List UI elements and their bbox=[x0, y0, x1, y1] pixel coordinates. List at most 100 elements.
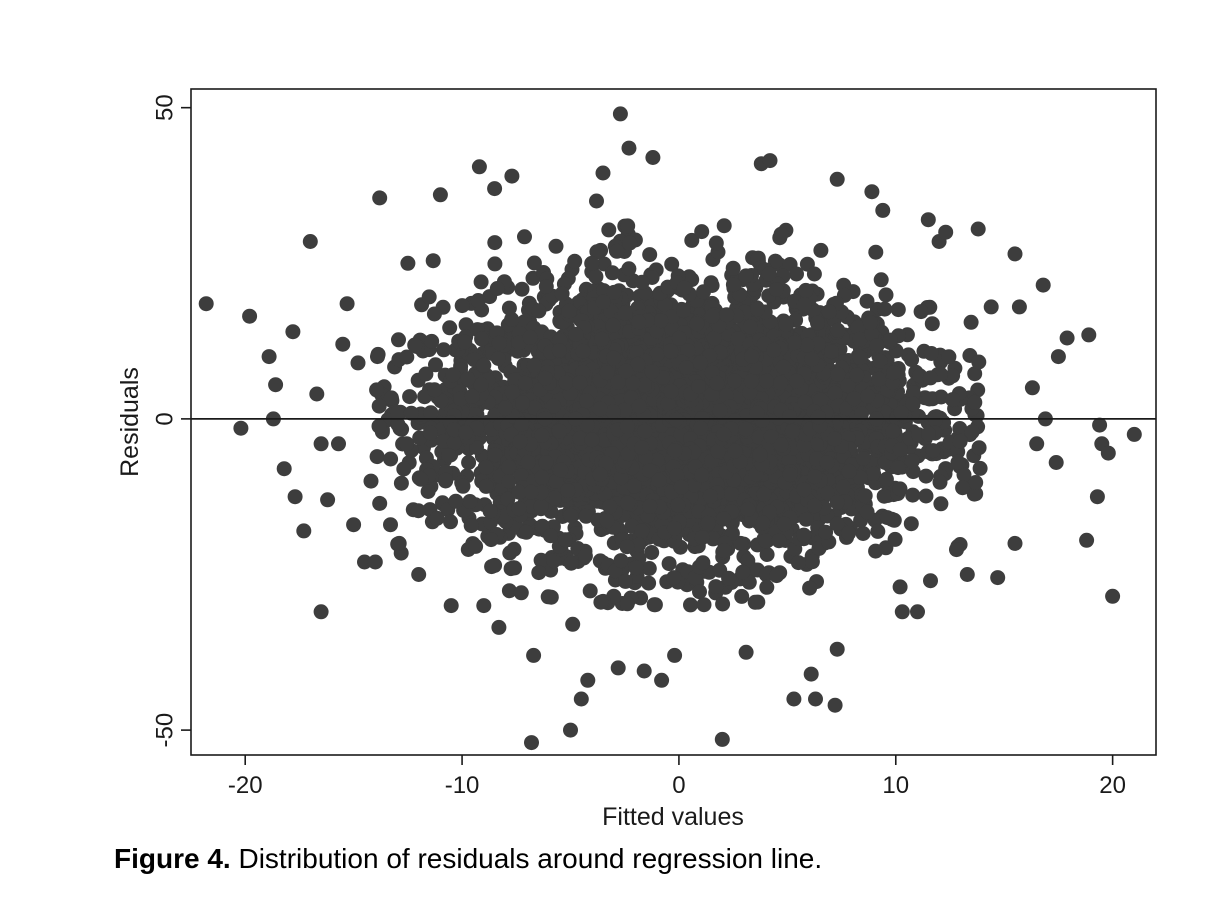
data-point bbox=[950, 454, 966, 470]
outlier-point bbox=[595, 165, 611, 181]
data-point bbox=[533, 552, 549, 568]
outlier-point bbox=[296, 523, 312, 539]
data-point bbox=[967, 394, 983, 410]
data-point bbox=[852, 469, 868, 485]
data-point bbox=[619, 419, 635, 435]
data-point bbox=[653, 313, 669, 329]
data-point bbox=[869, 338, 885, 353]
outlier-point bbox=[363, 473, 379, 489]
data-point bbox=[606, 350, 622, 366]
data-point bbox=[476, 357, 492, 373]
outlier-point bbox=[370, 349, 385, 365]
data-point bbox=[526, 255, 542, 271]
data-point bbox=[692, 584, 707, 600]
data-point bbox=[663, 383, 679, 399]
y-tick-label: -50 bbox=[152, 713, 179, 748]
data-point bbox=[593, 594, 609, 610]
data-point bbox=[810, 315, 825, 331]
data-point bbox=[782, 409, 797, 425]
data-point bbox=[759, 579, 775, 595]
data-point bbox=[786, 335, 802, 351]
data-point bbox=[671, 330, 687, 346]
data-point bbox=[487, 235, 503, 251]
data-point bbox=[723, 486, 739, 502]
data-point bbox=[642, 498, 658, 514]
outlier-point bbox=[320, 492, 336, 508]
data-point bbox=[487, 256, 503, 272]
data-point bbox=[835, 479, 851, 495]
data-point bbox=[560, 483, 576, 499]
data-point bbox=[694, 467, 710, 483]
data-point bbox=[620, 218, 636, 234]
data-point bbox=[716, 218, 732, 234]
data-point bbox=[371, 398, 387, 414]
data-point bbox=[598, 455, 614, 471]
data-point bbox=[694, 224, 710, 240]
data-point bbox=[841, 463, 857, 479]
outlier-point bbox=[335, 336, 351, 352]
data-point bbox=[579, 417, 595, 433]
data-point bbox=[854, 406, 869, 422]
outlier-point bbox=[827, 697, 843, 713]
data-point bbox=[818, 524, 834, 540]
data-point bbox=[952, 421, 968, 436]
data-point bbox=[866, 466, 882, 482]
data-point bbox=[798, 282, 814, 298]
data-point bbox=[689, 316, 705, 332]
data-point bbox=[390, 405, 405, 421]
data-point bbox=[482, 503, 498, 519]
data-point bbox=[691, 379, 706, 394]
outlier-point bbox=[198, 296, 214, 312]
data-point bbox=[620, 495, 636, 511]
outlier-point bbox=[1029, 436, 1045, 452]
data-point bbox=[473, 377, 489, 393]
data-point bbox=[684, 232, 700, 248]
data-point bbox=[572, 375, 588, 391]
data-point bbox=[602, 499, 618, 514]
data-point bbox=[802, 580, 818, 596]
data-point bbox=[505, 560, 521, 576]
data-point bbox=[514, 281, 530, 297]
data-point bbox=[617, 402, 633, 418]
data-point bbox=[649, 452, 665, 468]
data-point bbox=[491, 335, 507, 351]
data-point bbox=[577, 548, 593, 564]
data-point bbox=[892, 442, 908, 458]
data-point bbox=[804, 351, 820, 367]
data-point bbox=[461, 455, 477, 470]
data-point bbox=[589, 244, 605, 260]
data-point bbox=[955, 480, 971, 496]
data-point bbox=[669, 468, 685, 484]
data-point bbox=[849, 367, 865, 383]
data-point bbox=[579, 393, 595, 409]
outlier-point bbox=[589, 193, 604, 209]
data-point bbox=[446, 422, 462, 438]
data-point bbox=[905, 396, 921, 412]
data-point bbox=[619, 596, 635, 612]
outlier-point bbox=[959, 567, 975, 582]
data-point bbox=[905, 385, 921, 401]
data-point bbox=[553, 462, 569, 478]
outlier-point bbox=[309, 386, 325, 402]
data-point bbox=[547, 490, 562, 506]
data-point bbox=[821, 304, 837, 320]
data-point bbox=[399, 436, 415, 452]
data-point bbox=[470, 293, 486, 308]
data-point bbox=[945, 392, 961, 408]
outlier-point bbox=[313, 436, 329, 452]
data-point bbox=[628, 560, 644, 576]
data-point bbox=[830, 366, 846, 382]
data-point bbox=[567, 253, 583, 269]
data-point bbox=[483, 532, 499, 548]
data-point bbox=[855, 526, 871, 541]
data-point bbox=[651, 472, 667, 488]
data-point bbox=[706, 330, 722, 346]
data-point bbox=[769, 568, 785, 584]
outlier-point bbox=[487, 181, 503, 197]
outlier-point bbox=[491, 619, 507, 635]
data-point bbox=[436, 342, 452, 358]
data-point bbox=[719, 307, 735, 323]
data-point bbox=[887, 531, 903, 547]
data-point bbox=[871, 371, 887, 387]
data-point bbox=[554, 286, 570, 302]
